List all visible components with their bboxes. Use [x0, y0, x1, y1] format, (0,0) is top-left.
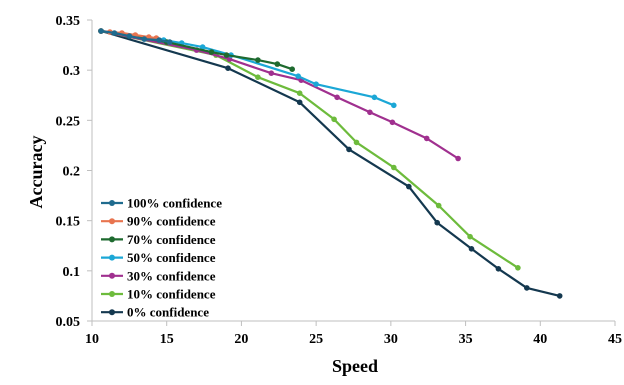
- series-line: [100, 29, 519, 269]
- data-point: [274, 61, 281, 67]
- x-axis-title: Speed: [332, 356, 378, 376]
- x-tick-label: 45: [608, 332, 622, 347]
- data-point: [268, 70, 275, 76]
- y-tick-label: 0.1: [63, 265, 81, 280]
- series-line: [100, 29, 459, 160]
- legend-label: 30% confidence: [127, 268, 216, 283]
- y-tick-label: 0.2: [63, 165, 81, 180]
- legend-label: 10% confidence: [127, 287, 216, 302]
- data-point: [166, 39, 173, 45]
- data-point: [126, 33, 133, 39]
- legend-swatch-marker: [109, 272, 115, 279]
- legend-label: 70% confidence: [127, 232, 216, 247]
- y-tick-label: 0.15: [56, 215, 81, 230]
- legend-item: 0% confidence: [101, 305, 209, 320]
- data-point: [199, 44, 206, 50]
- x-tick-label: 35: [459, 332, 473, 347]
- data-point: [371, 94, 378, 101]
- legend-item: 10% confidence: [101, 287, 216, 302]
- y-tick-label: 0.35: [56, 14, 81, 29]
- legend-label: 50% confidence: [127, 250, 216, 265]
- data-point: [391, 164, 397, 171]
- x-tick-label: 15: [160, 332, 174, 347]
- x-tick-label: 40: [533, 332, 547, 347]
- data-point: [346, 146, 352, 153]
- data-point: [255, 74, 261, 80]
- legend-item: 90% confidence: [101, 214, 216, 229]
- legend-item: 100% confidence: [101, 196, 222, 211]
- data-point: [141, 36, 148, 42]
- data-point: [223, 52, 230, 58]
- y-axis-ticks: 0.05 0.1 0.15 0.2 0.25 0.3 0.35: [56, 14, 92, 330]
- legend-label: 0% confidence: [127, 305, 209, 320]
- legend-label: 100% confidence: [127, 196, 222, 211]
- data-point: [334, 94, 340, 101]
- data-point: [515, 265, 521, 271]
- x-tick-label: 25: [309, 332, 323, 347]
- legend-swatch-marker: [109, 291, 115, 297]
- series-line: [100, 29, 395, 107]
- data-point: [524, 285, 530, 291]
- data-point: [391, 102, 397, 109]
- data-point: [423, 135, 430, 142]
- data-point: [289, 66, 296, 72]
- data-point: [225, 65, 231, 71]
- y-tick-label: 0.25: [56, 114, 81, 129]
- data-point: [98, 28, 104, 34]
- data-point: [313, 81, 319, 87]
- legend-item: 30% confidence: [101, 268, 216, 283]
- data-point: [296, 99, 303, 106]
- data-point: [208, 49, 215, 55]
- data-point: [468, 246, 475, 252]
- data-point: [331, 116, 337, 123]
- series-line: [100, 29, 560, 297]
- legend-swatch-marker: [109, 254, 115, 261]
- legend-swatch-marker: [109, 309, 115, 316]
- y-tick-label: 0.05: [56, 315, 81, 330]
- data-point: [467, 233, 473, 240]
- x-tick-label: 30: [384, 332, 398, 347]
- data-point: [434, 219, 441, 226]
- legend-swatch-marker: [109, 236, 115, 243]
- data-point: [156, 37, 162, 43]
- data-point: [556, 293, 563, 299]
- legend-swatch-marker: [109, 218, 115, 225]
- x-axis-ticks: 10 15 20 25 30 35 40 45: [85, 321, 622, 347]
- data-point: [495, 266, 502, 272]
- data-point: [406, 183, 412, 190]
- legend-item: 70% confidence: [101, 232, 216, 247]
- data-point: [295, 73, 302, 79]
- series-100pct-confidence: [98, 28, 173, 45]
- y-tick-label: 0.3: [63, 64, 81, 79]
- data-point: [455, 155, 461, 162]
- legend-label: 90% confidence: [127, 214, 216, 229]
- chart-series: [98, 28, 563, 299]
- data-point: [389, 119, 396, 126]
- data-point: [353, 139, 360, 146]
- legend-swatch-marker: [109, 200, 115, 206]
- data-point: [367, 109, 373, 116]
- data-point: [435, 202, 442, 209]
- x-tick-label: 20: [234, 332, 248, 347]
- chart-legend: 100% confidence 90% confidence 70% confide…: [101, 196, 222, 320]
- data-point: [296, 90, 303, 96]
- legend-item: 50% confidence: [101, 250, 216, 265]
- x-tick-label: 10: [85, 332, 99, 347]
- data-point: [255, 57, 261, 63]
- data-point: [111, 30, 118, 36]
- y-axis-title: Accuracy: [26, 136, 46, 209]
- series-0pct-confidence: [98, 28, 563, 299]
- series-30pct-confidence: [98, 28, 461, 162]
